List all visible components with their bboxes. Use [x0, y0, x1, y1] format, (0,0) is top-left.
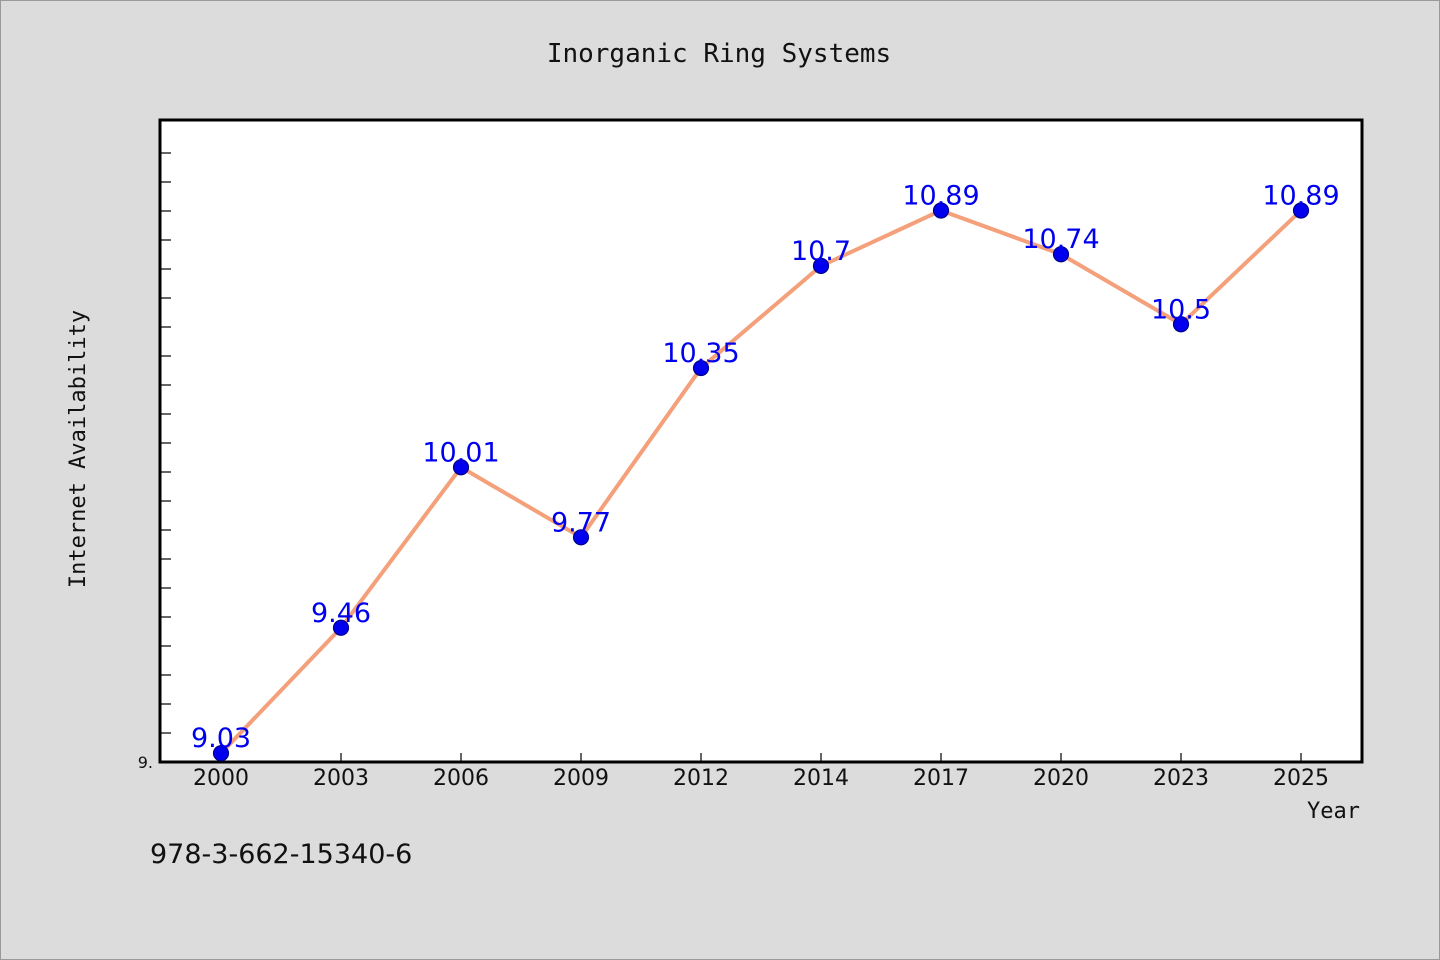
series-layer: 9.03 9.46 10.01 9.77 10.35 10.7 10.89 10.74 10.5…	[191, 180, 1340, 762]
data-point	[692, 359, 710, 377]
data-label: 10.5	[1151, 294, 1211, 325]
data-point	[332, 619, 350, 636]
data-point	[452, 459, 470, 476]
x-tick-label: 2000	[193, 766, 249, 791]
data-label: 10.89	[902, 180, 979, 211]
x-axis-title: Year	[1307, 799, 1360, 824]
y-tick-label: 9.	[138, 753, 153, 772]
data-label: 10.89	[1262, 180, 1339, 211]
x-tick-label: 2009	[553, 766, 609, 791]
data-point	[1172, 316, 1190, 333]
data-point	[1292, 202, 1310, 219]
x-tick-label: 2020	[1033, 766, 1089, 791]
series-line	[219, 208, 1303, 756]
plot-area	[158, 118, 1364, 764]
data-point	[1052, 246, 1070, 263]
data-label: 10.7	[791, 236, 851, 267]
x-tick-label: 2014	[793, 766, 849, 791]
data-point	[812, 257, 830, 275]
data-label: 9.77	[551, 507, 611, 538]
x-tick-label: 2023	[1153, 766, 1209, 791]
data-point	[572, 529, 590, 546]
data-label: 10.74	[1022, 224, 1099, 255]
chart-title: Inorganic Ring Systems	[547, 39, 891, 69]
y-axis-title: Internet Availability	[66, 310, 91, 588]
data-label: 9.46	[311, 598, 371, 629]
data-point	[932, 202, 950, 219]
y-axis-ticks	[160, 152, 171, 734]
data-label: 9.03	[191, 723, 251, 754]
x-axis-ticks: 2000 2003 2006 2009 2012 2014 2017 2020 2023 2025	[193, 753, 1329, 791]
x-tick-label: 2003	[313, 766, 369, 791]
data-label: 10.01	[422, 437, 499, 468]
x-tick-label: 2017	[913, 766, 969, 791]
x-tick-label: 2025	[1273, 766, 1329, 791]
footnote-isbn: 978-3-662-15340-6	[150, 839, 412, 870]
x-tick-label: 2006	[433, 766, 489, 791]
data-label: 10.35	[662, 338, 739, 369]
x-tick-label: 2012	[673, 766, 729, 791]
data-point	[212, 745, 230, 762]
